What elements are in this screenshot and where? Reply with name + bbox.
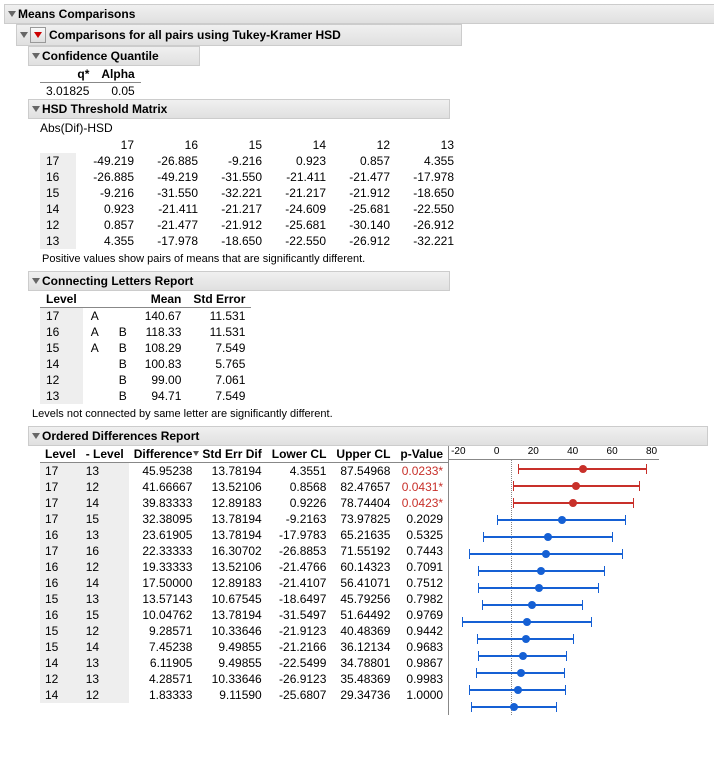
section-connecting-letters[interactable]: Connecting Letters Report bbox=[28, 271, 450, 291]
title-odr: Ordered Differences Report bbox=[42, 429, 199, 443]
chart-axis: -20020406080 bbox=[449, 446, 659, 460]
connecting-letters-table: LevelMeanStd Error17A140.6711.53116AB118… bbox=[40, 291, 251, 404]
section-means-comparisons[interactable]: Means Comparisons bbox=[4, 4, 714, 24]
clr-note: Levels not connected by same letter are … bbox=[28, 404, 714, 426]
confidence-quantile-table: q* Alpha 3.01825 0.05 bbox=[40, 66, 141, 99]
section-confidence-quantile[interactable]: Confidence Quantile bbox=[28, 46, 200, 66]
title-hsd: HSD Threshold Matrix bbox=[42, 102, 167, 116]
disclosure-icon bbox=[32, 433, 40, 439]
hotspot-icon[interactable] bbox=[30, 27, 46, 43]
col-qstar: q* bbox=[40, 66, 95, 83]
disclosure-icon bbox=[32, 106, 40, 112]
chart-body bbox=[449, 460, 659, 715]
ci-chart: -20020406080 bbox=[448, 446, 659, 715]
section-tukey-kramer[interactable]: Comparisons for all pairs using Tukey-Kr… bbox=[16, 24, 462, 46]
disclosure-icon bbox=[20, 32, 28, 38]
hsd-note: Positive values show pairs of means that… bbox=[40, 249, 714, 271]
val-alpha: 0.05 bbox=[95, 83, 140, 100]
disclosure-icon bbox=[32, 278, 40, 284]
ordered-differences-table: Level- LevelDifferenceStd Err DifLower C… bbox=[40, 446, 448, 703]
title-confq: Confidence Quantile bbox=[42, 49, 159, 63]
hsd-subtitle: Abs(Dif)-HSD bbox=[40, 119, 714, 137]
hsd-table: 17161514121317-49.219-26.885-9.2160.9230… bbox=[40, 137, 460, 249]
disclosure-icon bbox=[8, 11, 16, 17]
disclosure-icon bbox=[32, 53, 40, 59]
title-sub: Comparisons for all pairs using Tukey-Kr… bbox=[49, 28, 341, 42]
val-qstar: 3.01825 bbox=[40, 83, 95, 100]
title-main: Means Comparisons bbox=[18, 7, 135, 21]
col-alpha: Alpha bbox=[95, 66, 140, 83]
section-hsd-matrix[interactable]: HSD Threshold Matrix bbox=[28, 99, 450, 119]
section-ordered-differences[interactable]: Ordered Differences Report bbox=[28, 426, 708, 446]
title-clr: Connecting Letters Report bbox=[42, 274, 193, 288]
